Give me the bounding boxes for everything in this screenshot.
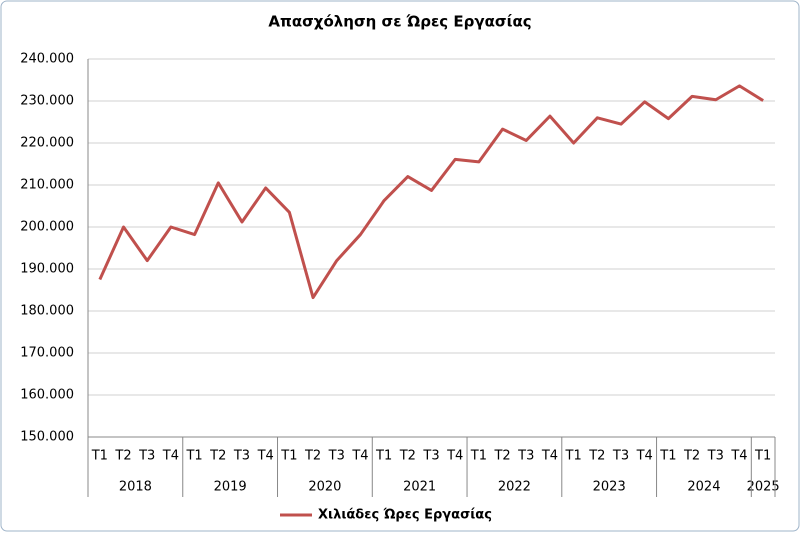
x-tick-label: T1 [375,449,392,464]
y-tick-label: 220.000 [20,136,74,151]
x-tick-label: T2 [399,449,416,464]
y-tick-label: 170.000 [20,346,74,361]
x-group-label: 2022 [498,480,531,495]
x-tick-label: T3 [422,449,439,464]
x-tick-label: T3 [517,449,534,464]
y-tick-label: 230.000 [20,94,74,109]
chart-title: Απασχόληση σε Ώρες Εργασίας [268,13,531,31]
x-group-label: 2019 [214,480,247,495]
x-group-label: 2020 [308,480,341,495]
x-tick-label: T1 [565,449,582,464]
x-tick-label: T4 [162,449,179,464]
y-tick-label: 150.000 [20,430,74,445]
x-tick-label: T4 [541,449,558,464]
x-tick-label: T2 [683,449,700,464]
x-tick-label: T2 [493,449,510,464]
x-tick-label: T4 [730,449,747,464]
x-tick-label: T2 [588,449,605,464]
y-tick-label: 240.000 [20,52,74,67]
x-group-label: 2023 [593,480,626,495]
x-tick-label: T4 [351,449,368,464]
x-group-label: 2021 [403,480,436,495]
x-tick-label: T3 [328,449,345,464]
y-tick-label: 160.000 [20,388,74,403]
x-group-label: 2018 [119,480,152,495]
x-tick-label: T2 [304,449,321,464]
x-tick-label: T1 [280,449,297,464]
x-tick-label: T3 [612,449,629,464]
x-tick-label: T2 [209,449,226,464]
x-tick-label: T1 [185,449,202,464]
x-tick-label: T1 [470,449,487,464]
y-tick-label: 190.000 [20,262,74,277]
y-tick-label: 200.000 [20,220,74,235]
y-tick-label: 210.000 [20,178,74,193]
x-tick-label: T4 [446,449,463,464]
x-tick-label: T1 [659,449,676,464]
x-tick-label: T1 [91,449,108,464]
x-tick-label: T4 [257,449,274,464]
x-group-label: 2024 [687,480,720,495]
x-tick-label: T2 [114,449,131,464]
x-group-label: 2025 [747,480,780,495]
y-tick-label: 180.000 [20,304,74,319]
x-tick-label: T3 [707,449,724,464]
x-tick-label: T4 [636,449,653,464]
line-series [98,84,764,300]
x-tick-label: T3 [233,449,250,464]
x-tick-label: T3 [138,449,155,464]
legend-label: Χιλιάδες Ώρες Εργασίας [318,508,492,523]
x-tick-label: T1 [754,449,771,464]
